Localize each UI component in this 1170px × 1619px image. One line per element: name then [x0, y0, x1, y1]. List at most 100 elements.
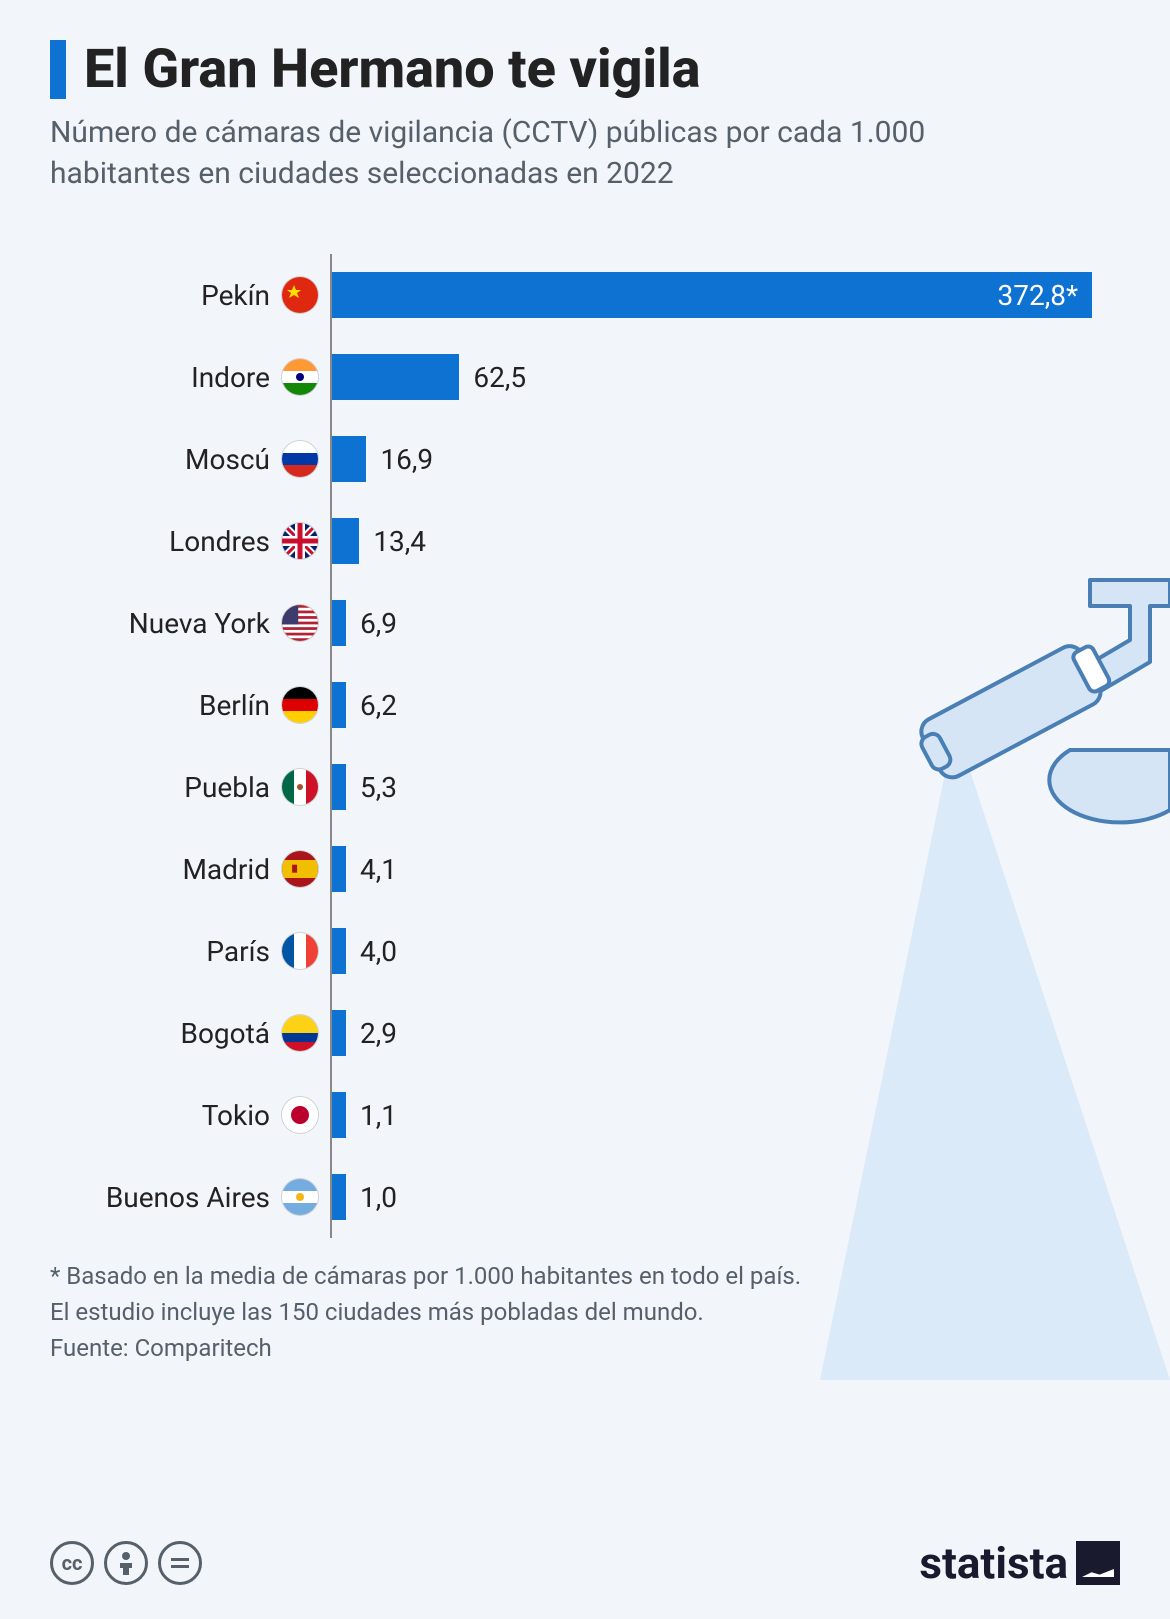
row-label-col: Nueva York: [50, 605, 330, 641]
bar-value: 1,1: [360, 1099, 397, 1132]
chart-row: Berlín 6,2: [50, 664, 1120, 746]
city-label: Bogotá: [181, 1017, 271, 1050]
city-label: Madrid: [182, 853, 270, 886]
brand: statista: [919, 1537, 1120, 1589]
city-label: Pekín: [201, 279, 270, 312]
bar-value: 62,5: [473, 361, 526, 394]
chart-row: Londres 13,4: [50, 500, 1120, 582]
cc-nd-icon: [158, 1541, 202, 1585]
bar-value: 6,2: [360, 689, 397, 722]
chart-row: Pekín 372,8*: [50, 254, 1120, 336]
page-subtitle: Número de cámaras de vigilancia (CCTV) p…: [50, 113, 1050, 194]
bar-value: 16,9: [380, 443, 433, 476]
chart-row: Tokio 1,1: [50, 1074, 1120, 1156]
bar: 372,8*: [332, 272, 1092, 318]
bar: [332, 1010, 346, 1056]
row-label-col: Londres: [50, 523, 330, 559]
cc-by-icon: [104, 1541, 148, 1585]
row-label-col: Berlín: [50, 687, 330, 723]
bar-col: 6,9: [330, 582, 1120, 664]
footnote-source: Fuente: Comparitech: [50, 1330, 1120, 1366]
bar-value: 1,0: [360, 1181, 397, 1214]
bar: [332, 436, 366, 482]
bar-col: 13,4: [330, 500, 1120, 582]
chart-row: Buenos Aires 1,0: [50, 1156, 1120, 1238]
chart-row: Puebla 5,3: [50, 746, 1120, 828]
row-label-col: Tokio: [50, 1097, 330, 1133]
city-label: Moscú: [185, 443, 270, 476]
brand-text: statista: [919, 1537, 1068, 1589]
flag-jp-icon: [282, 1097, 318, 1133]
bar-col: 16,9: [330, 418, 1120, 500]
bar: [332, 518, 359, 564]
row-label-col: Puebla: [50, 769, 330, 805]
bar: [332, 354, 459, 400]
bar-col: 1,1: [330, 1074, 1120, 1156]
chart-row: Madrid 4,1: [50, 828, 1120, 910]
brand-mark-icon: [1076, 1541, 1120, 1585]
city-label: París: [206, 935, 270, 968]
city-label: Londres: [169, 525, 270, 558]
flag-us-icon: [282, 605, 318, 641]
cc-license-icons: cc: [50, 1541, 202, 1585]
bar-col: 6,2: [330, 664, 1120, 746]
bar: [332, 764, 346, 810]
footnote-line2: El estudio incluye las 150 ciudades más …: [50, 1294, 1120, 1330]
bar: [332, 600, 346, 646]
city-label: Tokio: [202, 1099, 270, 1132]
flag-es-icon: [282, 851, 318, 887]
title-accent-bar: [50, 40, 66, 99]
footnote: * Basado en la media de cámaras por 1.00…: [0, 1248, 1170, 1366]
bar-value: 13,4: [373, 525, 426, 558]
bar-value: 2,9: [360, 1017, 397, 1050]
flag-co-icon: [282, 1015, 318, 1051]
chart-row: Indore 62,5: [50, 336, 1120, 418]
title-row: El Gran Hermano te vigila: [50, 40, 1120, 99]
flag-ru-icon: [282, 441, 318, 477]
row-label-col: Madrid: [50, 851, 330, 887]
bar-col: 5,3: [330, 746, 1120, 828]
chart-row: Moscú 16,9: [50, 418, 1120, 500]
flag-mx-icon: [282, 769, 318, 805]
bar: [332, 1174, 346, 1220]
bar-chart: Pekín 372,8* Indore 62,5 Moscú 16,9 Lond…: [0, 214, 1170, 1248]
header: El Gran Hermano te vigila Número de cáma…: [0, 0, 1170, 214]
bar-col: 62,5: [330, 336, 1120, 418]
footer: cc statista: [50, 1537, 1120, 1589]
bar-value: 5,3: [360, 771, 397, 804]
bar-col: 2,9: [330, 992, 1120, 1074]
bar-col: 1,0: [330, 1156, 1120, 1238]
flag-fr-icon: [282, 933, 318, 969]
footnote-line1: * Basado en la media de cámaras por 1.00…: [50, 1258, 1120, 1294]
chart-row: Bogotá 2,9: [50, 992, 1120, 1074]
bar: [332, 928, 346, 974]
bar-col: 4,1: [330, 828, 1120, 910]
city-label: Puebla: [184, 771, 270, 804]
row-label-col: Bogotá: [50, 1015, 330, 1051]
city-label: Indore: [191, 361, 270, 394]
city-label: Buenos Aires: [106, 1181, 270, 1214]
flag-in-icon: [282, 359, 318, 395]
chart-row: Nueva York 6,9: [50, 582, 1120, 664]
row-label-col: Pekín: [50, 277, 330, 313]
city-label: Nueva York: [129, 607, 270, 640]
bar-value: 6,9: [360, 607, 397, 640]
cc-icon: cc: [50, 1541, 94, 1585]
flag-cn-icon: [282, 277, 318, 313]
bar-value: 4,0: [360, 935, 397, 968]
flag-de-icon: [282, 687, 318, 723]
bar: [332, 846, 346, 892]
bar: [332, 682, 346, 728]
row-label-col: París: [50, 933, 330, 969]
bar-value: 4,1: [360, 853, 397, 886]
row-label-col: Indore: [50, 359, 330, 395]
flag-gb-icon: [282, 523, 318, 559]
flag-ar-icon: [282, 1179, 318, 1215]
row-label-col: Buenos Aires: [50, 1179, 330, 1215]
bar: [332, 1092, 346, 1138]
row-label-col: Moscú: [50, 441, 330, 477]
bar-col: 4,0: [330, 910, 1120, 992]
page-title: El Gran Hermano te vigila: [84, 40, 700, 99]
bar-col: 372,8*: [330, 254, 1120, 336]
chart-row: París 4,0: [50, 910, 1120, 992]
